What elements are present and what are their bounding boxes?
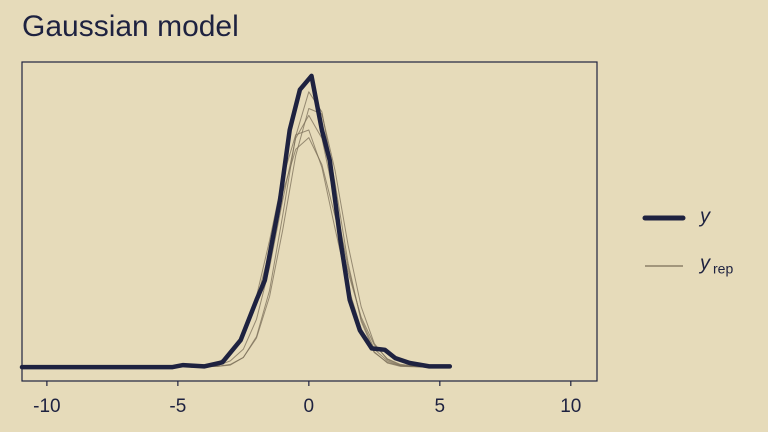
plot-frame bbox=[21, 61, 598, 382]
x-tick-label: 5 bbox=[435, 396, 446, 417]
x-tick-label: 0 bbox=[304, 396, 315, 417]
yrep-line bbox=[190, 114, 428, 368]
x-tick-label: 10 bbox=[560, 396, 581, 417]
y-line bbox=[19, 73, 453, 370]
chart-title: Gaussian model bbox=[22, 10, 239, 43]
legend-label-subscript: rep bbox=[713, 261, 733, 277]
legend-label: y bbox=[698, 205, 711, 227]
legend-label: y bbox=[698, 252, 711, 274]
x-tick-label: -10 bbox=[33, 396, 60, 417]
x-tick-label: -5 bbox=[169, 396, 186, 417]
